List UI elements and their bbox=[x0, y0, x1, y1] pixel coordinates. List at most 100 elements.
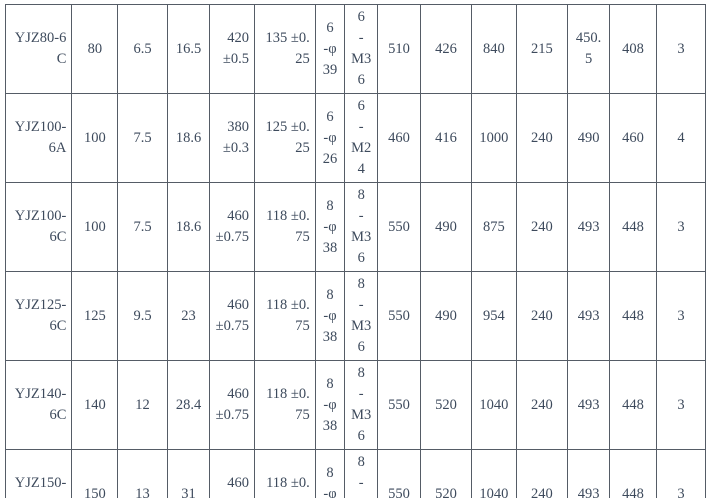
cell-hole-spec: 6 -φ 26 bbox=[314, 93, 346, 184]
cell-dim-j: 493 bbox=[567, 271, 611, 362]
cell-dim-d-tol: 460 ±0.75 bbox=[209, 449, 255, 498]
cell-dim-c: 16.5 bbox=[166, 3, 211, 95]
hole-dia-sym: -φ bbox=[323, 396, 337, 413]
cell-dim-j: 493 bbox=[567, 360, 611, 451]
hole-count: 6 bbox=[326, 19, 334, 36]
hole-dia-sym: -φ bbox=[323, 218, 337, 235]
hole-count: 8 bbox=[326, 375, 334, 392]
cell-dim-i: 240 bbox=[515, 93, 569, 184]
cell-rated-size: 100 bbox=[71, 182, 119, 273]
thread-count: 8 bbox=[357, 365, 365, 382]
hole-count: 8 bbox=[326, 197, 334, 214]
cell-dim-k: 460 bbox=[609, 93, 658, 184]
cell-dim-i: 215 bbox=[515, 3, 569, 95]
cell-dim-f: 460 bbox=[377, 93, 421, 184]
cell-dim-k: 408 bbox=[609, 3, 658, 95]
table-row: YJZ150-6C 150 13 31 460 ±0.75 118 ±0.75 … bbox=[4, 449, 706, 498]
table-body: YJZ80-6C 80 6.5 16.5 420 ±0.5 135 ±0.25 … bbox=[4, 3, 706, 498]
hole-dia-num: 38 bbox=[322, 417, 338, 434]
cell-dim-h: 840 bbox=[471, 3, 517, 95]
cell-model: YJZ80-6C bbox=[4, 3, 73, 95]
table-row: YJZ100-6C 100 7.5 18.6 460 ±0.75 118 ±0.… bbox=[4, 182, 706, 273]
cell-dim-b: 9.5 bbox=[117, 271, 168, 362]
cell-dim-e-tol: 118 ±0.75 bbox=[253, 360, 316, 451]
hole-count: 8 bbox=[326, 286, 334, 303]
cell-thread-spec: 8 - M36 bbox=[344, 360, 379, 451]
cell-dim-k: 448 bbox=[609, 182, 658, 273]
cell-thread-spec: 8 - M36 bbox=[344, 271, 379, 362]
cell-dim-h: 954 bbox=[471, 271, 517, 362]
thread-size: M36 bbox=[351, 318, 372, 356]
cell-dim-i: 240 bbox=[515, 271, 569, 362]
cell-dim-i: 240 bbox=[515, 449, 569, 498]
cell-dim-d-tol: 380 ±0.3 bbox=[209, 93, 255, 184]
cell-dim-e-tol: 125 ±0.25 bbox=[253, 93, 316, 184]
hole-dia-num: 26 bbox=[322, 150, 338, 167]
cell-dim-e-tol: 135 ±0.25 bbox=[253, 3, 316, 95]
thread-dash: - bbox=[358, 475, 364, 492]
cell-dim-k: 448 bbox=[609, 271, 658, 362]
cell-dim-c: 23 bbox=[166, 271, 211, 362]
cell-model: YJZ125-6C bbox=[4, 271, 73, 362]
thread-dash: - bbox=[358, 30, 364, 47]
cell-dim-g: 426 bbox=[419, 3, 473, 95]
thread-count: 6 bbox=[357, 98, 365, 115]
cell-rated-size: 140 bbox=[71, 360, 119, 451]
cell-hole-spec: 8 -φ 38 bbox=[314, 271, 346, 362]
cell-dim-e-tol: 118 ±0.75 bbox=[253, 182, 316, 273]
table-row: YJZ80-6C 80 6.5 16.5 420 ±0.5 135 ±0.25 … bbox=[4, 3, 706, 95]
cell-dim-f: 550 bbox=[377, 271, 421, 362]
cell-dim-g: 490 bbox=[419, 271, 473, 362]
cell-model: YJZ150-6C bbox=[4, 449, 73, 498]
cell-thread-spec: 8 - M36 bbox=[344, 449, 379, 498]
cell-dim-g: 416 bbox=[419, 93, 473, 184]
hole-count: 8 bbox=[326, 464, 334, 481]
cell-model: YJZ100-6A bbox=[4, 93, 73, 184]
table-row: YJZ125-6C 125 9.5 23 460 ±0.75 118 ±0.75… bbox=[4, 271, 706, 362]
cell-dim-f: 550 bbox=[377, 360, 421, 451]
thread-size: M36 bbox=[350, 494, 372, 498]
cell-dim-b: 7.5 bbox=[117, 182, 168, 273]
hole-count: 6 bbox=[326, 108, 334, 125]
cell-rated-size: 150 bbox=[71, 449, 119, 498]
thread-count: 8 bbox=[357, 187, 365, 204]
cell-dim-b: 7.5 bbox=[117, 93, 168, 184]
cell-thread-spec: 6 - M36 bbox=[344, 3, 379, 95]
cell-dim-e-tol: 118 ±0.75 bbox=[253, 271, 316, 362]
thread-size: M36 bbox=[351, 51, 372, 89]
cell-dim-k: 448 bbox=[609, 360, 658, 451]
hole-dia-sym: -φ bbox=[323, 485, 337, 498]
table-row: YJZ100-6A 100 7.5 18.6 380 ±0.3 125 ±0.2… bbox=[4, 93, 706, 184]
thread-count: 8 bbox=[357, 276, 365, 293]
cell-dim-b: 6.5 bbox=[117, 3, 168, 95]
cell-dim-c: 28.4 bbox=[166, 360, 211, 451]
cell-rated-size: 80 bbox=[71, 3, 119, 95]
cell-dim-l: 3 bbox=[656, 3, 706, 95]
cell-dim-d-tol: 460 ±0.75 bbox=[209, 360, 255, 451]
cell-thread-spec: 6 - M24 bbox=[344, 93, 379, 184]
cell-dim-j: 493 bbox=[567, 449, 611, 498]
cell-dim-j: 490 bbox=[567, 93, 611, 184]
cell-hole-spec: 8 -φ 39 bbox=[314, 449, 346, 498]
cell-dim-g: 520 bbox=[419, 360, 473, 451]
cell-dim-h: 1040 bbox=[471, 360, 517, 451]
cell-dim-i: 240 bbox=[515, 360, 569, 451]
cell-dim-h: 875 bbox=[471, 182, 517, 273]
thread-dash: - bbox=[358, 119, 364, 136]
cell-dim-c: 18.6 bbox=[166, 182, 211, 273]
cell-rated-size: 100 bbox=[71, 93, 119, 184]
cell-dim-h: 1000 bbox=[471, 93, 517, 184]
cell-dim-l: 3 bbox=[656, 449, 706, 498]
cell-dim-l: 3 bbox=[656, 360, 706, 451]
cell-dim-l: 3 bbox=[656, 271, 706, 362]
cell-dim-d-tol: 460 ±0.75 bbox=[209, 182, 255, 273]
thread-size: M36 bbox=[351, 407, 372, 445]
thread-dash: - bbox=[358, 386, 364, 403]
cell-dim-l: 3 bbox=[656, 182, 706, 273]
cell-dim-k: 448 bbox=[609, 449, 658, 498]
hole-dia-num: 39 bbox=[322, 61, 338, 78]
hole-dia-num: 38 bbox=[322, 239, 338, 256]
hole-dia-num: 38 bbox=[322, 328, 338, 345]
cell-dim-j: 493 bbox=[567, 182, 611, 273]
